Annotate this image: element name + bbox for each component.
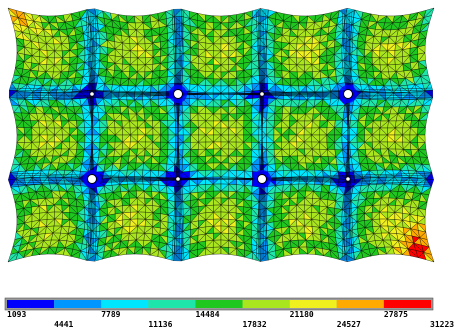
legend-tick-label: 17832 xyxy=(242,320,267,329)
legend-tick-label: 11136 xyxy=(148,320,173,329)
color-legend: 1093 4441 7789 11136 14484 17832 21180 24527 278… xyxy=(0,290,459,329)
bolt-hole xyxy=(343,89,353,99)
legend-swatch xyxy=(101,300,149,308)
legend-swatch xyxy=(7,300,55,308)
legend-swatch xyxy=(289,300,337,308)
legend-swatch xyxy=(195,300,243,308)
legend-swatch xyxy=(336,300,384,308)
legend-swatch xyxy=(148,300,196,308)
legend-tick-label: 21180 xyxy=(289,310,314,319)
legend-tick-label: 7789 xyxy=(101,310,121,319)
contour-plot-viewport[interactable] xyxy=(0,0,459,290)
legend-swatch xyxy=(54,300,102,308)
legend-swatch xyxy=(242,300,290,308)
bolt-hole xyxy=(87,174,97,184)
legend-tick-label: 24527 xyxy=(336,320,361,329)
bolt-node xyxy=(259,91,265,97)
legend-tick-label: 31223 xyxy=(430,320,455,329)
legend-tick-label: 14484 xyxy=(195,310,220,319)
bolt-node xyxy=(89,91,95,97)
legend-tick-label: 4441 xyxy=(54,320,74,329)
bolt-hole xyxy=(257,174,267,184)
bolt-node xyxy=(175,176,181,182)
mesh-elements xyxy=(7,7,435,263)
legend-tick-label: 1093 xyxy=(7,310,27,319)
legend-swatch xyxy=(383,300,431,308)
stress-contour-mesh xyxy=(7,7,435,263)
legend-tick-label: 27875 xyxy=(383,310,408,319)
bolt-node xyxy=(345,176,351,182)
bolt-hole xyxy=(173,89,183,99)
